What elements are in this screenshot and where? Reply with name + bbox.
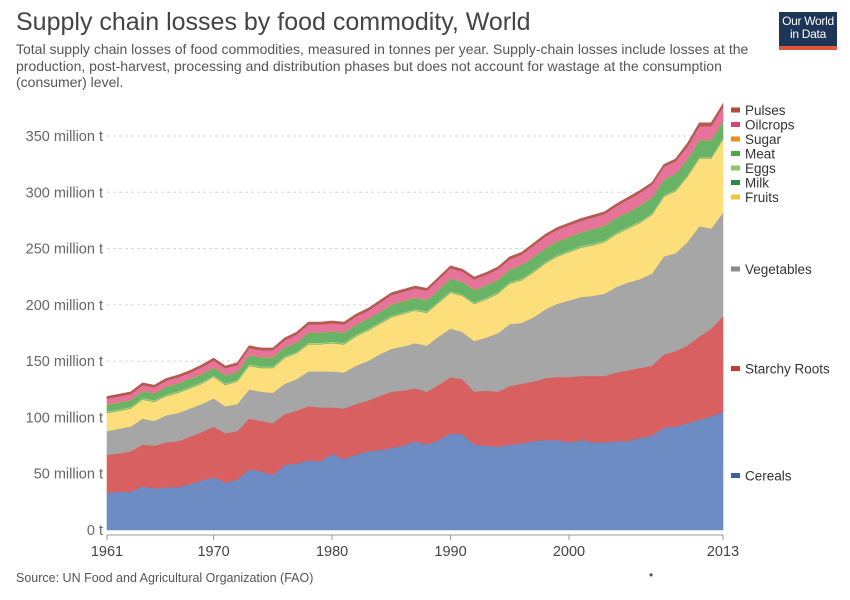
area-pulses[interactable] bbox=[106, 102, 724, 399]
legend-label-meat[interactable]: Meat bbox=[745, 147, 775, 162]
owid-logo[interactable]: Our World in Data bbox=[779, 12, 837, 50]
y-tick-label: 50 million t bbox=[34, 467, 103, 483]
y-axis-ticks: 0 t 50 million t 100 million t 150 million … bbox=[26, 129, 103, 539]
x-tick-label: 1990 bbox=[434, 544, 466, 560]
legend-swatch-sugar bbox=[731, 136, 740, 142]
legend-label-sugar[interactable]: Sugar bbox=[745, 132, 782, 147]
legend-swatch-oilcrops bbox=[731, 122, 740, 127]
y-tick-label: 150 million t bbox=[26, 354, 103, 370]
legend-label-cereals[interactable]: Cereals bbox=[745, 469, 792, 484]
legend-swatch-milk bbox=[731, 180, 740, 185]
legend-swatch-pulses bbox=[731, 107, 740, 113]
legend-label-eggs[interactable]: Eggs bbox=[745, 161, 776, 176]
chart-title: Supply chain losses by food commodity, W… bbox=[16, 8, 531, 36]
y-tick-label: 350 million t bbox=[26, 129, 103, 145]
x-axis-ticks: 1961 1970 1980 1990 2000 2013 bbox=[91, 535, 739, 560]
x-tick-label: 2000 bbox=[553, 544, 585, 560]
logo-line-1: Our World bbox=[782, 14, 834, 28]
footer-dot: • bbox=[649, 568, 654, 582]
y-tick-label: 100 million t bbox=[26, 410, 103, 426]
legend-swatch-starchy-roots bbox=[731, 366, 740, 372]
x-tick-label: 2013 bbox=[707, 544, 739, 560]
legend-swatch-cereals bbox=[731, 473, 740, 479]
logo-line-2: in Data bbox=[790, 27, 826, 41]
legend-label-vegetables[interactable]: Vegetables bbox=[745, 262, 812, 277]
legend-swatch-fruits bbox=[731, 194, 740, 200]
legend-label-pulses[interactable]: Pulses bbox=[745, 103, 786, 118]
logo-bar bbox=[779, 46, 837, 50]
x-tick-label: 1961 bbox=[91, 544, 123, 560]
area-layers bbox=[106, 102, 724, 531]
x-tick-label: 1970 bbox=[197, 544, 229, 560]
source-note: Source: UN Food and Agricultural Organiz… bbox=[16, 571, 314, 585]
y-tick-label: 250 million t bbox=[26, 242, 103, 258]
legend-swatch-eggs bbox=[731, 165, 740, 171]
y-tick-label: 300 million t bbox=[26, 185, 103, 201]
legend-swatch-meat bbox=[731, 151, 740, 156]
x-tick-label: 1980 bbox=[316, 544, 348, 560]
legend-label-fruits[interactable]: Fruits bbox=[745, 190, 779, 205]
chart-subtitle: Total supply chain losses of food commod… bbox=[16, 41, 749, 90]
legend-label-milk[interactable]: Milk bbox=[745, 176, 769, 191]
legend-label-starchy-roots[interactable]: Starchy Roots bbox=[745, 362, 830, 377]
y-tick-label: 200 million t bbox=[26, 298, 103, 314]
legend-swatch-vegetables bbox=[731, 266, 740, 272]
y-tick-label: 0 t bbox=[87, 523, 103, 539]
legend-label-oilcrops[interactable]: Oilcrops bbox=[745, 118, 795, 133]
